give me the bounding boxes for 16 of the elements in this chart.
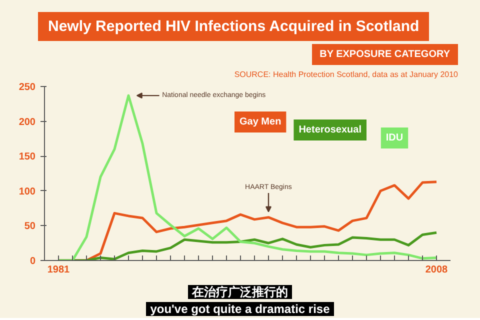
y-tick-label: 250: [18, 82, 36, 93]
y-tick-label: 200: [18, 116, 36, 128]
x-tick-label: 2008: [425, 264, 448, 276]
text: Heterosexual: [298, 124, 362, 136]
text: Gay Men: [240, 116, 282, 128]
y-tick-label: 50: [24, 221, 36, 232]
chart-title: Newly Reported HIV Infections Acquired in Scotland: [38, 12, 430, 41]
source-note: SOURCE: Health Protection Scotland, data as at January 2010: [234, 70, 458, 79]
text: 在治疗广泛推行的: [188, 285, 292, 299]
text: IDU: [386, 132, 404, 144]
y-tick-label: 150: [18, 152, 36, 163]
text: you've got quite a dramatic rise: [146, 302, 334, 316]
y-tick-label: 0: [30, 256, 36, 267]
y-tick-label: 100: [18, 186, 36, 198]
chart-subtitle: BY EXPOSURE CATEGORY: [312, 44, 458, 65]
x-tick-label: 1981: [47, 264, 70, 276]
